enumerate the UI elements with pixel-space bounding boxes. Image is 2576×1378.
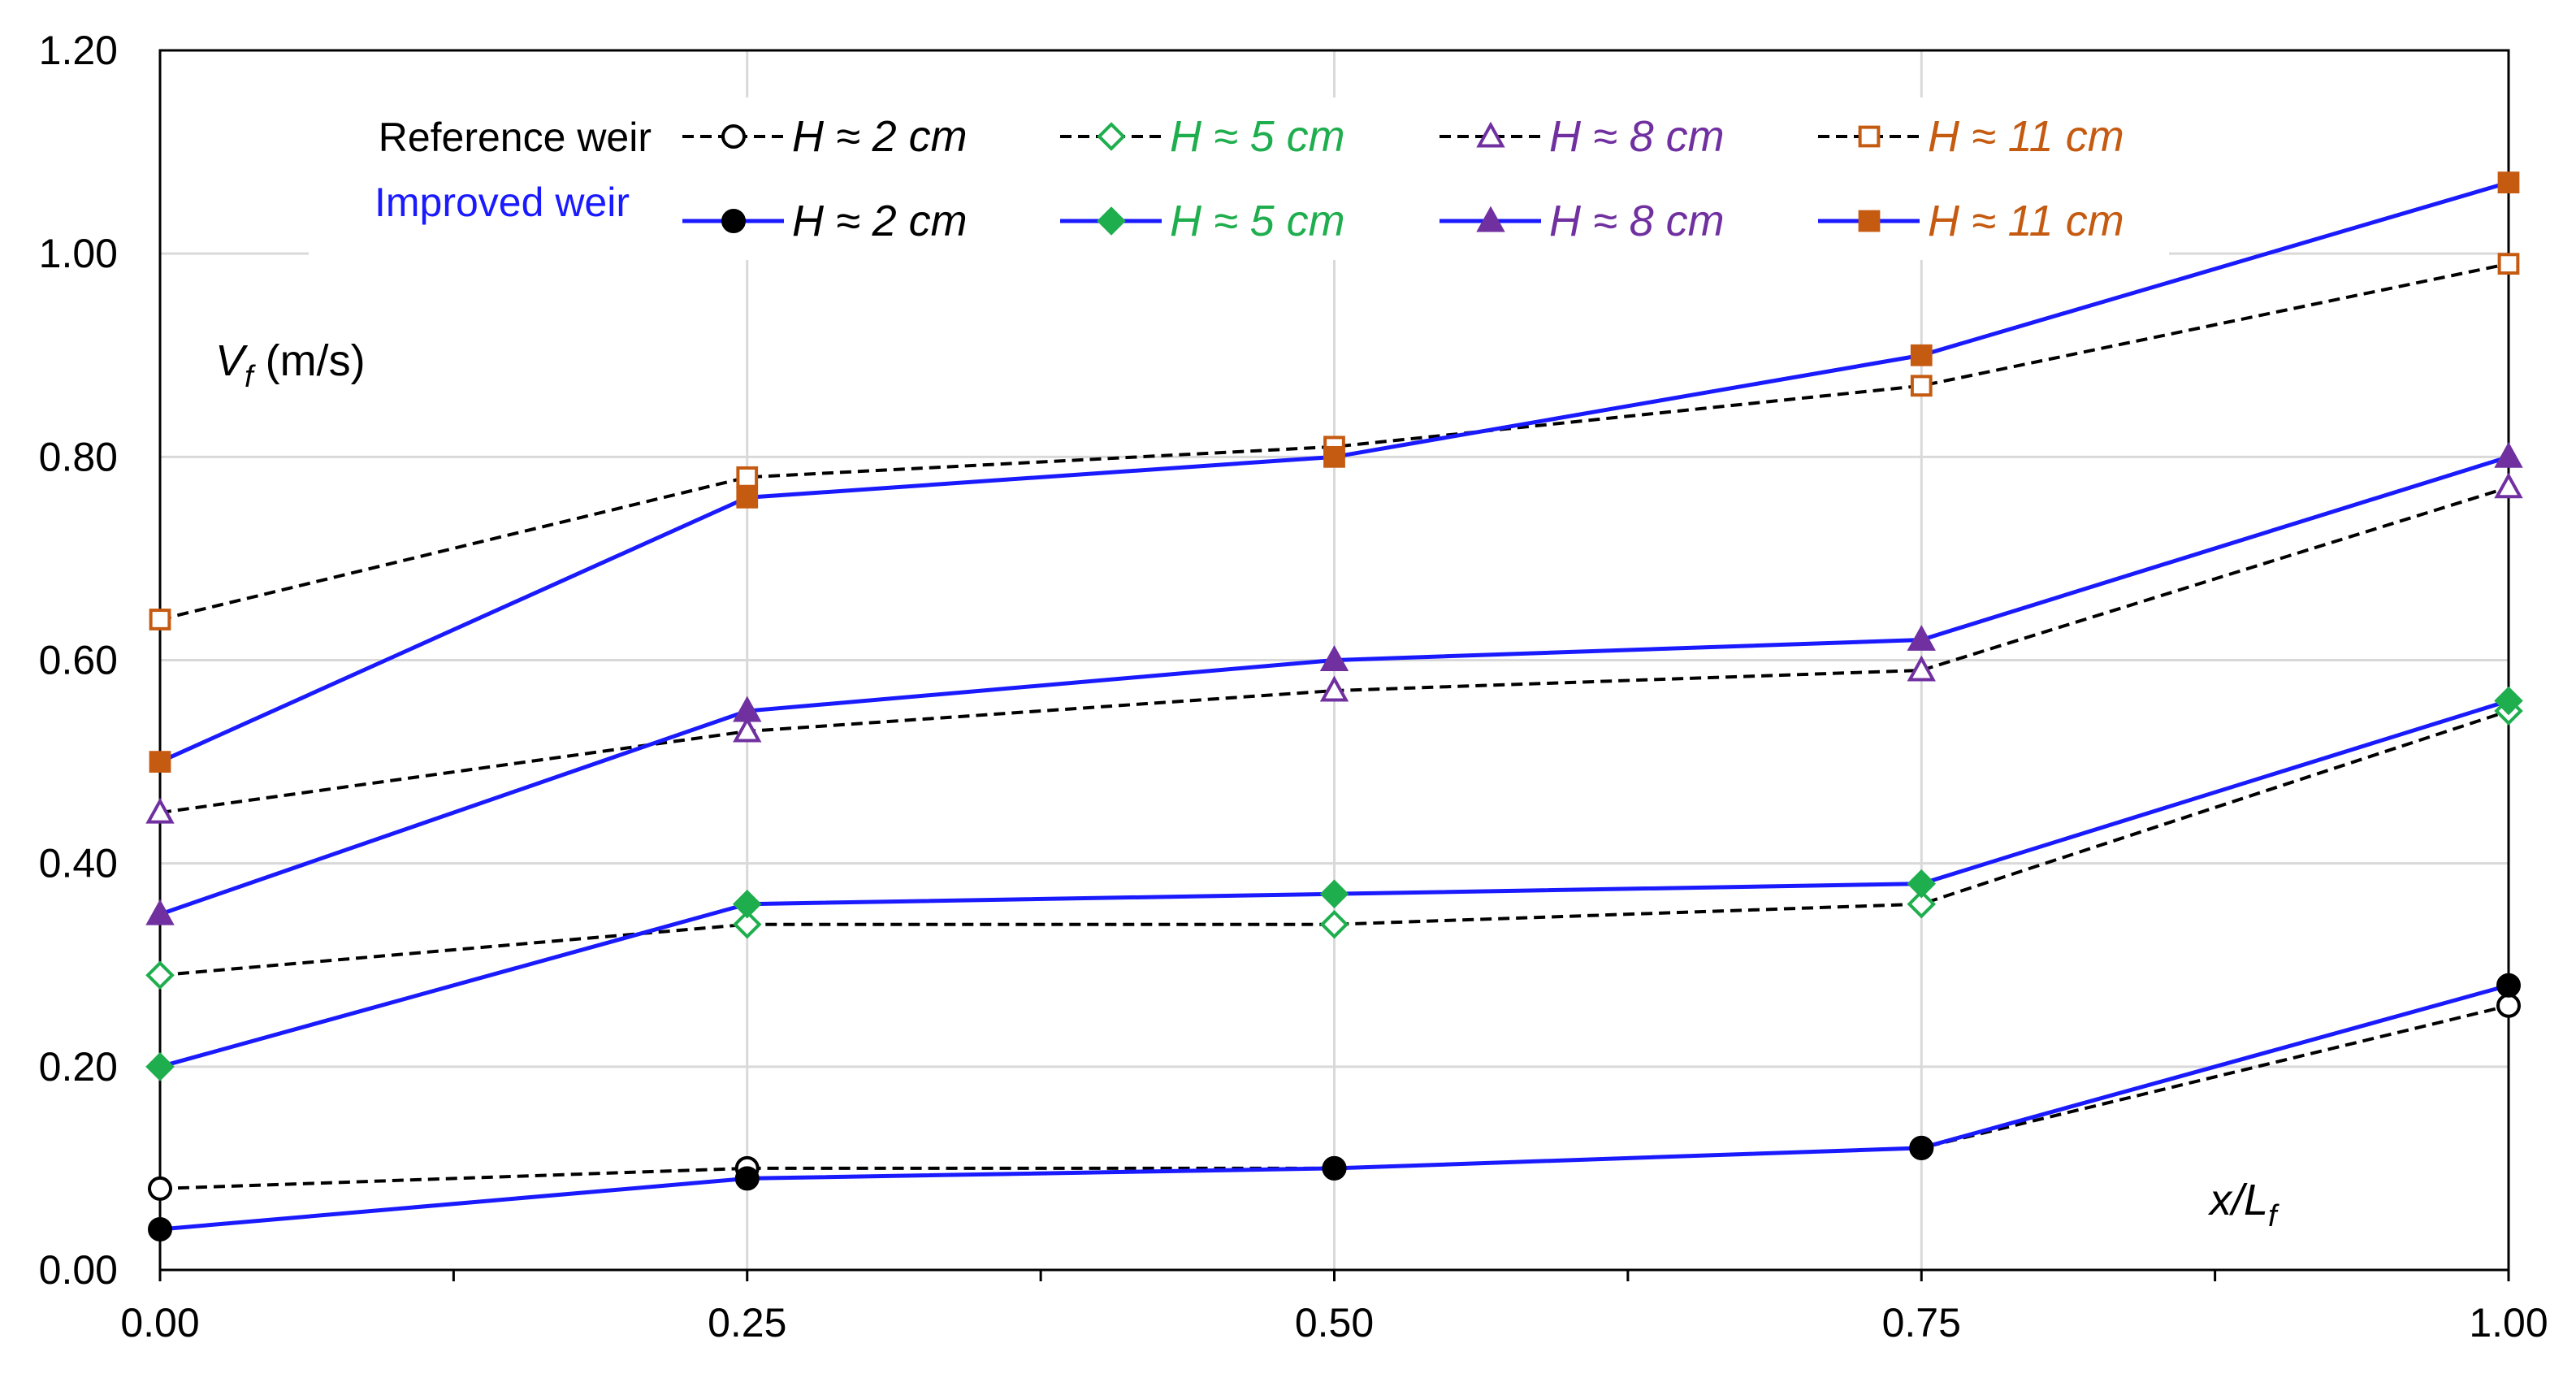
legend-box — [309, 98, 2169, 260]
legend-entry-label: H ≈ 11 cm — [1928, 112, 2124, 161]
data-point-diamond — [732, 889, 762, 919]
data-point-diamond — [732, 909, 762, 939]
data-point-diamond — [2494, 686, 2523, 716]
data-point-triangle — [1476, 206, 1505, 232]
series-line-reference — [159, 262, 2509, 622]
legend-entry-label: H ≈ 5 cm — [1170, 197, 1345, 245]
data-point-triangle — [145, 797, 175, 824]
axis-layer: 0.00 0.20 0.40 0.60 0.80 1.00 1.20 0.00 0.25 0.50… — [39, 28, 2548, 1346]
x-tick-label: 0.75 — [1882, 1300, 1961, 1346]
data-point-square — [2497, 171, 2520, 193]
y-tick-label: 1.00 — [39, 231, 118, 276]
data-point-triangle — [2494, 441, 2523, 468]
legend-entry-label: H ≈ 11 cm — [1928, 197, 2124, 245]
x-axis-label: x/Lf — [2207, 1176, 2279, 1233]
data-point-diamond — [1097, 206, 1126, 236]
data-point-triangle — [2494, 472, 2523, 499]
data-point-diamond — [1097, 122, 1126, 151]
y-tick-label: 0.60 — [39, 638, 118, 683]
y-axis-label: Vf (m/s) — [215, 336, 366, 394]
legend-entry-label: H ≈ 8 cm — [1549, 197, 1725, 245]
x-tick-label: 1.00 — [2469, 1300, 2548, 1346]
y-tick-label: 0.00 — [39, 1247, 118, 1293]
data-point-circle — [2496, 973, 2521, 998]
data-point-circle — [721, 209, 746, 233]
data-point-circle — [2496, 993, 2521, 1018]
data-point-circle — [1909, 1135, 1934, 1160]
data-point-square — [149, 751, 171, 773]
y-tick-label: 0.80 — [39, 434, 118, 479]
y-tick-label: 0.40 — [39, 841, 118, 886]
data-point-square — [1910, 375, 1933, 397]
data-point-diamond — [1907, 869, 1937, 899]
data-point-circle — [734, 1166, 760, 1191]
data-point-triangle — [733, 696, 762, 722]
x-tick-label: 0.25 — [708, 1300, 786, 1346]
series-layer — [145, 171, 2523, 1242]
y-tick-label: 0.20 — [39, 1044, 118, 1090]
data-point-circle — [1322, 1155, 1347, 1181]
data-point-diamond — [145, 1052, 175, 1081]
data-point-square — [1910, 344, 1933, 366]
data-point-circle — [148, 1216, 172, 1242]
series-line-reference — [159, 709, 2509, 977]
legend-reference-label: Reference weir — [379, 115, 652, 160]
axis-labels: x/Lf Vf (m/s) — [215, 336, 2279, 1233]
data-point-triangle — [1319, 645, 1349, 671]
data-point-circle — [148, 1176, 172, 1201]
data-point-diamond — [1319, 909, 1349, 939]
data-point-diamond — [1319, 879, 1349, 908]
data-point-square — [1858, 210, 1881, 232]
data-point-circle — [721, 124, 746, 149]
x-tick-label: 0.50 — [1295, 1300, 1374, 1346]
data-point-triangle — [1907, 655, 1936, 682]
legend-entry-label: H ≈ 5 cm — [1170, 112, 1345, 161]
data-point-triangle — [1319, 675, 1349, 702]
data-point-square — [1323, 445, 1345, 468]
data-point-triangle — [733, 716, 762, 743]
y-tick-label: 1.20 — [39, 28, 118, 73]
plot-frame — [158, 49, 2510, 1272]
data-point-diamond — [145, 960, 175, 990]
data-point-square — [2497, 253, 2520, 275]
data-point-square — [736, 466, 759, 488]
data-point-triangle — [1476, 121, 1505, 148]
data-point-square — [149, 609, 171, 630]
legend-improved-label: Improved weir — [374, 180, 630, 225]
legend-entry-label: H ≈ 2 cm — [792, 112, 968, 161]
legend-entry-label: H ≈ 2 cm — [792, 197, 968, 245]
data-point-triangle — [145, 899, 175, 925]
legend: Reference weir Improved weir H ≈ 2 cm H ≈ 5… — [309, 98, 2169, 260]
data-point-diamond — [1907, 889, 1937, 919]
data-point-square — [1858, 125, 1881, 148]
x-tick-label: 0.00 — [120, 1300, 199, 1346]
data-point-triangle — [1907, 625, 1936, 651]
legend-entry-label: H ≈ 8 cm — [1549, 112, 1725, 161]
data-point-square — [736, 486, 759, 509]
